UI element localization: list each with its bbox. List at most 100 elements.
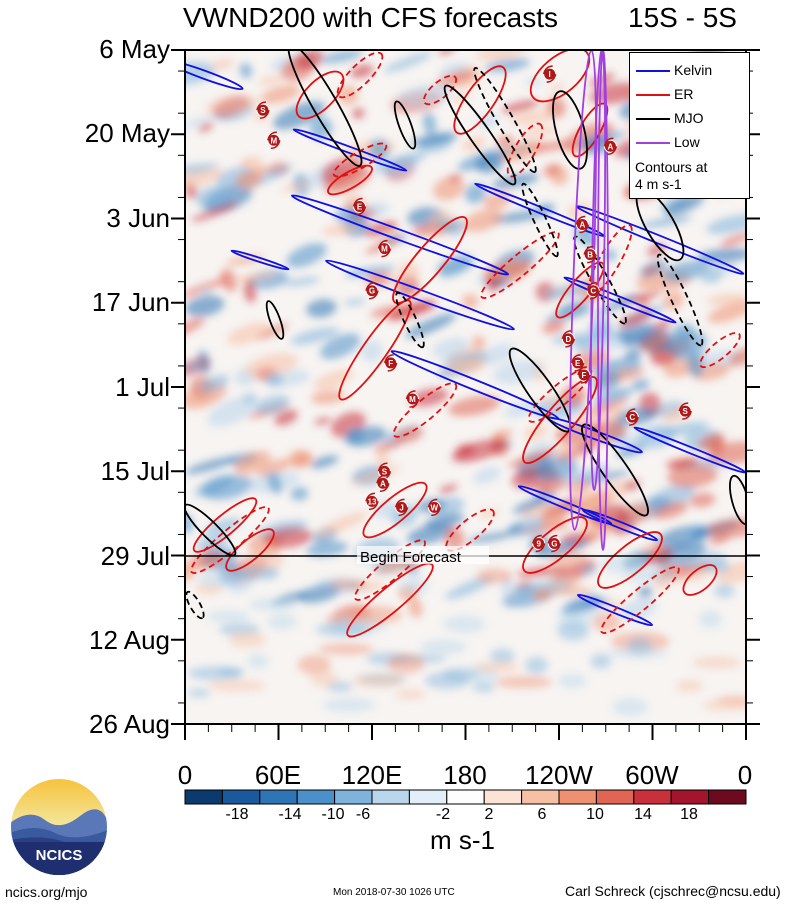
mjo-contour: [552, 90, 588, 170]
anomaly-blob: [638, 586, 653, 598]
anomaly-blob: [323, 166, 372, 195]
anomaly-blob: [702, 699, 746, 712]
storm-marker-label: F: [388, 359, 393, 368]
anomaly-blob: [347, 428, 364, 445]
anomaly-blob: [558, 673, 587, 689]
storm-marker-label: M: [381, 245, 388, 254]
anomaly-blob: [566, 202, 591, 219]
colorbar-tick-label: -14: [278, 806, 302, 823]
er-contour: [295, 70, 345, 120]
anomaly-blob: [592, 612, 621, 632]
colorbar-swatch: [296, 789, 336, 805]
x-tick-label: 180: [443, 760, 487, 790]
anomaly-blob: [422, 112, 437, 135]
anomaly-blob: [444, 359, 486, 375]
er-contour: [699, 331, 741, 369]
anomaly-blob: [306, 299, 337, 318]
anomaly-blob: [352, 673, 405, 688]
anomaly-blob: [620, 597, 657, 622]
anomaly-blob: [350, 64, 374, 79]
mjo-contour: [265, 300, 285, 340]
mjo-contour: [473, 66, 537, 174]
anomaly-blob: [479, 343, 515, 366]
anomaly-blob: [360, 339, 383, 363]
storm-marker-label: F: [581, 371, 586, 380]
kelvin-contour: [325, 259, 515, 331]
anomaly-blob: [663, 291, 684, 310]
anomaly-blob: [395, 689, 426, 700]
anomaly-blob: [525, 656, 548, 675]
anomaly-blob: [624, 480, 641, 491]
anomaly-blob: [590, 653, 612, 669]
anomaly-blob: [323, 697, 375, 713]
anomaly-blob: [407, 523, 454, 545]
anomaly-blob: [520, 126, 559, 137]
mjo-contour: [521, 182, 559, 258]
anomaly-blob: [225, 255, 265, 266]
colorbar-swatch: [446, 789, 485, 805]
anomaly-blob: [537, 478, 567, 496]
anomaly-blob: [462, 294, 479, 309]
anomaly-blob: [524, 424, 548, 441]
er-contour: [480, 231, 560, 299]
anomaly-blob: [310, 455, 339, 469]
anomaly-blob: [265, 373, 284, 387]
anomaly-blob: [328, 579, 368, 589]
er-contour: [338, 299, 412, 401]
anomaly-blob: [663, 194, 705, 216]
anomaly-blob: [612, 698, 648, 716]
storm-marker: C: [586, 281, 601, 300]
mjo-contour: [729, 474, 746, 526]
y-tick-label: 12 Aug: [89, 625, 170, 655]
er-contour: [506, 122, 544, 178]
anomaly-blob: [444, 527, 465, 551]
anomaly-blob: [185, 167, 224, 188]
anomaly-blob: [707, 562, 731, 574]
anomaly-blob: [647, 243, 666, 257]
anomaly-blob: [255, 323, 289, 340]
anomaly-blob: [697, 433, 726, 450]
forecast-start-label: Begin Forecast: [360, 549, 462, 566]
anomaly-blob: [227, 322, 270, 345]
anomaly-blob: [286, 243, 327, 268]
anomaly-blob: [507, 524, 524, 533]
anomaly-blob: [653, 320, 671, 331]
anomaly-blob: [543, 163, 561, 177]
storm-marker-label: M: [409, 395, 416, 404]
anomaly-blob: [316, 622, 371, 637]
storm-marker-label: G: [551, 539, 557, 548]
mjo-contour: [393, 100, 417, 150]
anomaly-blob: [274, 409, 298, 426]
anomaly-blob: [675, 679, 704, 693]
anomaly-blob: [314, 417, 332, 425]
anomaly-blob: [261, 84, 301, 104]
er-contour: [327, 164, 373, 196]
anomaly-blob: [185, 295, 225, 317]
anomaly-blob: [386, 653, 425, 674]
er-contour: [336, 51, 384, 99]
colorbar-tick-label: -10: [321, 806, 345, 823]
legend-item-kelvin: Kelvin: [634, 62, 746, 78]
anomaly-blob: [439, 484, 458, 494]
anomaly-blob: [398, 577, 430, 595]
legend-item-mjo: MJO: [634, 110, 746, 126]
anomaly-blob: [699, 610, 722, 629]
er-contour: [332, 142, 388, 178]
y-tick-label: 15 Jul: [100, 456, 170, 486]
anomaly-blob: [244, 353, 298, 379]
storm-marker: A: [575, 215, 590, 234]
anomaly-blob: [228, 631, 266, 648]
storm-marker-label: C: [629, 413, 635, 422]
anomaly-blob: [290, 486, 309, 501]
storm-marker: S: [678, 402, 692, 420]
colorbar-tick-label: 6: [537, 806, 547, 823]
anomaly-blob: [581, 564, 597, 575]
colorbar-swatch: [558, 789, 597, 805]
anomaly-blob: [373, 152, 426, 173]
anomaly-blob: [589, 82, 641, 105]
anomaly-blob: [420, 639, 467, 655]
anomaly-blob: [509, 111, 556, 125]
anomaly-blob: [318, 643, 374, 655]
anomaly-blob: [443, 615, 486, 633]
anomaly-blob: [662, 260, 709, 282]
